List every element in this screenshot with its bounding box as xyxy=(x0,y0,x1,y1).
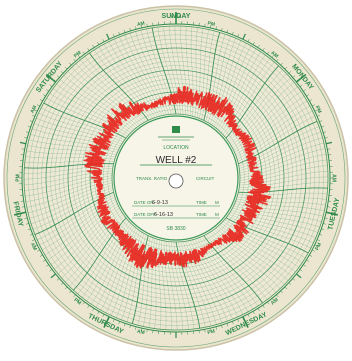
date-on-m-label: M xyxy=(215,200,219,205)
circuit-label: CIRCUIT xyxy=(196,176,214,181)
date-off-label: DATE OFF xyxy=(134,212,156,217)
date-off-m-label: M xyxy=(215,212,219,217)
maker-logo xyxy=(172,126,180,133)
date-off-time-label: TIME xyxy=(196,212,207,217)
date-on-time-label: TIME xyxy=(196,200,207,205)
pm-label: PM xyxy=(15,174,21,182)
date-on-label: DATE ON xyxy=(134,200,154,205)
am-label: AM xyxy=(331,174,337,182)
label-card: LOCATION WELL #2 TRANS. RATIO CIRCUIT DA… xyxy=(114,116,238,240)
location-label: LOCATION xyxy=(163,145,189,151)
trans-ratio-label: TRANS. RATIO xyxy=(136,176,168,181)
date-off-value: 6-16-13 xyxy=(154,212,173,218)
center-hole xyxy=(169,174,183,188)
location-value: WELL #2 xyxy=(156,155,197,166)
noon-label: NOON xyxy=(171,15,182,19)
chart-number: SB 3830 xyxy=(166,226,185,232)
date-on-value: 6-9-13 xyxy=(152,200,168,206)
